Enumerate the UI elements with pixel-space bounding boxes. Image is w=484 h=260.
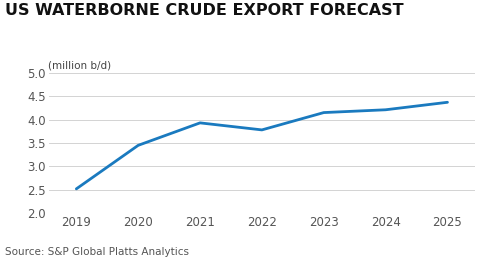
Text: Source: S&P Global Platts Analytics: Source: S&P Global Platts Analytics <box>5 248 188 257</box>
Text: (million b/d): (million b/d) <box>48 60 111 70</box>
Text: US WATERBORNE CRUDE EXPORT FORECAST: US WATERBORNE CRUDE EXPORT FORECAST <box>5 3 403 18</box>
